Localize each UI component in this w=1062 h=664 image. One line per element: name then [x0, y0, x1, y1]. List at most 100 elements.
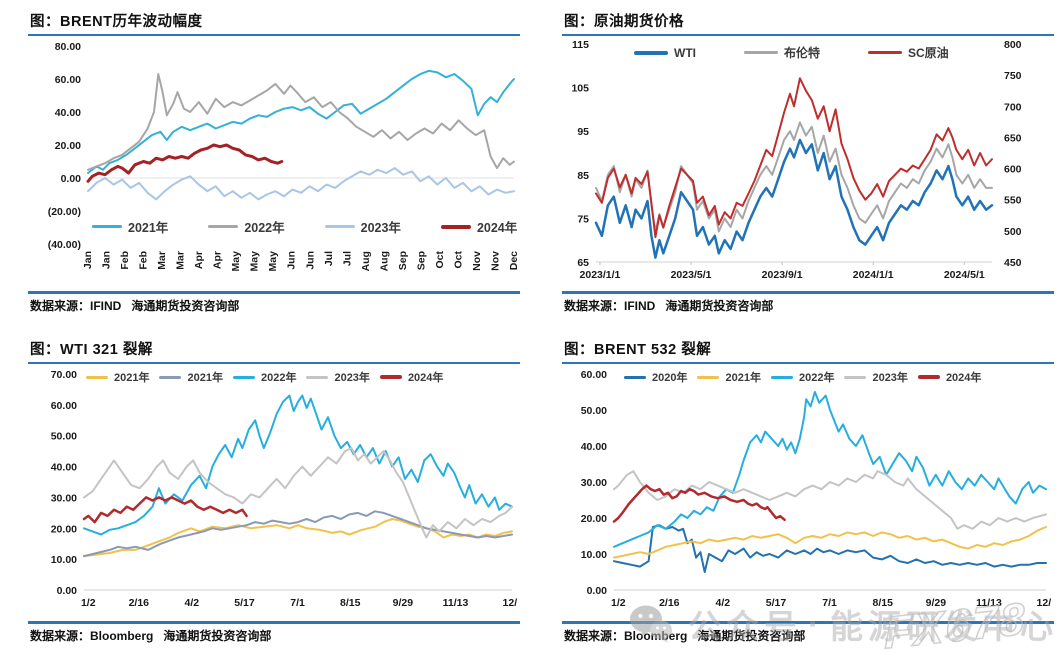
legend-item: 2021年: [86, 369, 149, 385]
series-line-2022年: [87, 73, 515, 171]
legend-swatch: [844, 375, 867, 379]
y-axis-tick-label: 30.00: [581, 477, 607, 489]
x-axis-tick-label: 1/2: [611, 597, 626, 609]
legend-item: 2020年: [624, 369, 687, 385]
legend-label: 2023年: [872, 372, 908, 384]
chart-card-wti-321-crack: 图：WTI 321 裂解 2021年 2021年 2022年 2023年 2024年 7…: [28, 336, 520, 644]
legend-swatch: [86, 375, 108, 379]
x-axis-tick-label: 2024/5/1: [944, 269, 985, 281]
y-axis-tick-label: 50.00: [51, 431, 77, 443]
chart-canvas: 115 105 95 85 75 65 800 750 700 650 600 550 500 450 20…: [571, 39, 1022, 281]
y-axis-tick-label: 50.00: [581, 405, 607, 417]
y-axis-tick-label: 105: [571, 83, 589, 95]
legend-swatch: [697, 375, 720, 379]
x-axis-tick-label: Sep: [415, 251, 427, 270]
legend-label: 2023年: [334, 372, 370, 384]
chart-plot-wti-321-crack: 2021年 2021年 2022年 2023年 2024年 70.00 60.00 50.0…: [28, 364, 520, 616]
y-axis-right-tick-label: 800: [1004, 39, 1022, 51]
x-axis-tick-label: 9/29: [393, 597, 414, 609]
legend-swatch: [868, 51, 903, 54]
x-axis-tick-label: 7/1: [822, 597, 837, 609]
series-line-2021年: [83, 518, 513, 558]
chart-card-brent-532-crack: 图：BRENT 532 裂解 2020年 2021年 2022年 2023年 2024年…: [562, 336, 1054, 644]
y-axis-right-tick-label: 500: [1004, 226, 1022, 238]
x-axis-tick-label: May: [267, 251, 279, 272]
x-axis-tick-label: 8/15: [340, 597, 361, 609]
x-axis-tick-label: Jul: [323, 251, 335, 266]
legend-item: 2022年: [232, 369, 297, 385]
x-axis-tick-label: 11/13: [976, 597, 1002, 609]
legend-label: 2020年: [652, 372, 688, 384]
legend-swatch: [208, 225, 239, 228]
y-axis-right-tick-label: 700: [1004, 101, 1022, 113]
data-source-label: 数据来源：IFIND 海通期货投资咨询部: [30, 299, 240, 313]
y-axis-tick-label: 70.00: [51, 369, 77, 381]
y-axis-tick-label: (40.00): [48, 239, 81, 251]
x-axis-tick-label: 8/15: [872, 597, 893, 609]
card-divider: [562, 291, 1054, 294]
legend-item: 2021年: [697, 369, 761, 385]
legend-item: 2021年: [92, 217, 168, 236]
x-axis-tick-label: 11/13: [443, 597, 469, 609]
x-axis-tick-label: 9/29: [926, 597, 947, 609]
series-line-2024年: [612, 484, 786, 523]
y-axis-tick-label: 80.00: [55, 41, 81, 53]
y-axis-tick-label: 40.00: [51, 462, 77, 474]
y-axis-tick-label: 20.00: [51, 523, 77, 535]
legend-label: 2021年: [725, 372, 761, 384]
legend-swatch: [159, 375, 182, 379]
series-line-SC原油: [595, 77, 993, 239]
legend-swatch: [232, 375, 255, 379]
x-axis-tick-label: Jan: [82, 251, 94, 269]
chart-legend-wti-321-crack: 2021年 2021年 2022年 2023年 2024年: [86, 369, 443, 385]
y-axis-tick-label: 60.00: [581, 369, 607, 381]
chart-card-brent-volatility: 图：BRENT历年波动幅度 2021年 2022年 2023年 2024年 80.00…: [28, 8, 520, 314]
chart-title-brent-532-crack: 图：BRENT 532 裂解: [562, 336, 1054, 364]
chart-canvas: 70.0060.0050.0040.0030.0020.0010.000.001…: [51, 369, 518, 609]
x-axis-tick-label: Jan: [101, 251, 113, 269]
series-line-WTI: [594, 138, 994, 259]
x-axis-tick-label: 2023/1/1: [580, 269, 621, 281]
legend-item: 2022年: [770, 369, 834, 385]
x-axis-tick-label: 2024/1/1: [853, 269, 894, 281]
x-axis-tick-label: Mar: [175, 251, 187, 270]
series-line-2024年: [86, 143, 284, 183]
chart-card-oil-futures: 图：原油期货价格 WTI 布伦特 SC原油 115 105 95 85 75 65 800 750…: [562, 8, 1054, 314]
x-axis-tick-label: Jun: [286, 251, 298, 270]
x-axis-tick-label: 2023/9/1: [762, 269, 803, 281]
x-axis-tick-label: Mar: [156, 251, 168, 270]
x-axis-tick-label: Oct: [434, 251, 446, 269]
legend-swatch: [324, 225, 355, 228]
legend-item: 2024年: [440, 217, 517, 236]
x-axis-tick-label: 12/: [503, 597, 518, 609]
legend-swatch: [634, 50, 668, 55]
x-axis-tick-label: May: [249, 251, 261, 272]
y-axis-right-tick-label: 450: [1004, 257, 1022, 269]
series-line-2024年: [82, 496, 248, 524]
chart-canvas: 80.0060.0040.0020.000.00(20.00)(40.00)Ja…: [48, 41, 520, 272]
card-divider: [562, 621, 1054, 624]
y-axis-tick-label: 10.00: [51, 554, 77, 566]
legend-swatch: [379, 375, 402, 379]
legend-label: 2022年: [244, 221, 285, 235]
chart-title-brent-volatility: 图：BRENT历年波动幅度: [28, 8, 520, 36]
series-line-2023年: [83, 447, 513, 539]
x-axis-tick-label: May: [230, 251, 242, 272]
chart-plot-oil-futures: WTI 布伦特 SC原油 115 105 95 85 75 65 800 750 700 650 600…: [562, 36, 1054, 286]
x-axis-tick-label: Jun: [304, 251, 316, 270]
y-axis-tick-label: 20.00: [581, 513, 607, 525]
y-axis-tick-label: 40.00: [55, 107, 81, 119]
x-axis-tick-label: 2/16: [659, 597, 680, 609]
chart-title-wti-321-crack: 图：WTI 321 裂解: [28, 336, 520, 364]
x-axis-tick-label: Feb: [138, 251, 150, 270]
card-divider: [28, 291, 520, 294]
x-axis-tick-label: Aug: [378, 251, 390, 271]
x-axis-tick-label: Nov: [471, 251, 483, 271]
legend-label: 2022年: [260, 372, 297, 384]
legend-swatch: [624, 375, 646, 379]
y-axis-tick-label: 95: [577, 126, 589, 138]
y-axis-tick-label: 115: [572, 39, 589, 51]
x-axis-tick-label: Oct: [452, 251, 464, 269]
y-axis-tick-label: (20.00): [48, 206, 81, 218]
series-line-2022年: [83, 394, 513, 536]
